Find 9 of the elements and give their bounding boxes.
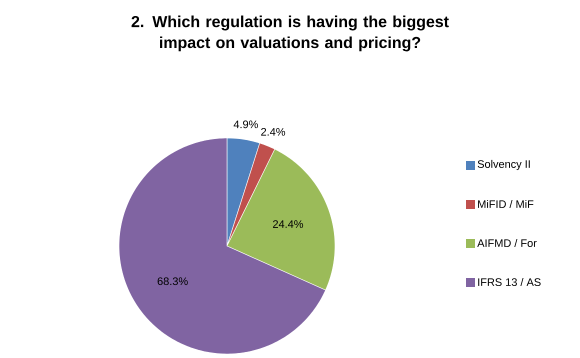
legend-label: AIFMD / For	[477, 238, 537, 248]
chart-title: 2. Which regulation is having the biggest impact on valuations and pricing?	[132, 16, 449, 52]
data-label: 2.4%	[261, 128, 286, 136]
data-label: 68.3%	[158, 277, 188, 286]
data-label: 24.4%	[272, 220, 304, 228]
legend-label: IFRS 13 / AS	[478, 278, 541, 286]
legend-label: Solvency II	[478, 160, 530, 170]
data-label: 4.9%	[234, 120, 258, 128]
legend-label: MiFID / MiF	[478, 200, 534, 208]
